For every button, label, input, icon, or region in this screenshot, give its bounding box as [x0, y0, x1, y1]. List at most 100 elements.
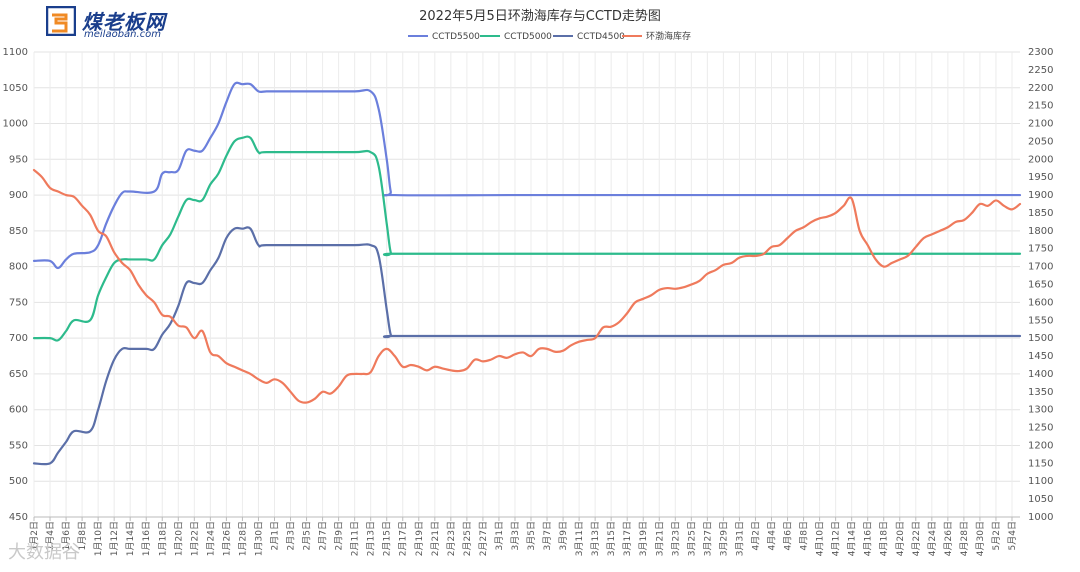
- x-tick-label: 4月16日: [863, 521, 874, 556]
- x-tick-label: 1月28日: [237, 521, 248, 556]
- x-tick-label: 1月24日: [205, 521, 216, 556]
- y-left-tick-label: 450: [9, 512, 28, 523]
- x-tick-label: 4月2日: [750, 521, 761, 550]
- x-tick-label: 1月16日: [141, 521, 152, 556]
- y-left-tick-label: 900: [9, 190, 28, 201]
- x-tick-label: 1月14日: [125, 521, 136, 556]
- x-tick-label: 3月17日: [622, 521, 633, 556]
- legend-label: CCTD5000: [504, 32, 552, 42]
- chart-grid: [33, 51, 1020, 518]
- y-right-tick-label: 2150: [1028, 101, 1053, 112]
- y-right-tick-label: 1250: [1028, 423, 1053, 434]
- x-tick-label: 2月19日: [414, 521, 425, 556]
- x-tick-label: 3月11日: [574, 521, 585, 556]
- x-tick-label: 4月30日: [975, 521, 986, 556]
- x-tick-label: 2月13日: [366, 521, 377, 556]
- x-tick-label: 2月25日: [462, 521, 473, 556]
- series-line-2: [32, 135, 1022, 342]
- chart-legend: CCTD5500 CCTD5000 CCTD4500 环渤海库存: [408, 30, 691, 42]
- x-tick-label: 3月15日: [606, 521, 617, 556]
- y-left-tick-label: 750: [9, 297, 28, 308]
- y-right-tick-label: 2000: [1028, 154, 1053, 165]
- y-left-tick-label: 950: [9, 154, 28, 165]
- y-left-tick-label: 800: [9, 262, 28, 273]
- legend-item-4: 环渤海库存: [622, 30, 691, 42]
- x-axis: 1月2日 1月4日 1月6日 1月8日 1月10日 1月12日 1月14日 1月16日 1月18…: [29, 517, 1018, 556]
- x-tick-label: 4月4日: [766, 521, 777, 550]
- y-right-tick-label: 1350: [1028, 387, 1053, 398]
- y-right-tick-label: 2050: [1028, 136, 1053, 147]
- x-tick-label: 3月21日: [654, 521, 665, 556]
- watermark: 大数据谷: [8, 542, 80, 563]
- x-tick-label: 1月20日: [173, 521, 184, 556]
- y-right-tick-label: 2250: [1028, 65, 1053, 76]
- x-tick-label: 2月27日: [478, 521, 489, 556]
- x-tick-label: 3月25日: [686, 521, 697, 556]
- legend-label: CCTD5500: [432, 32, 480, 42]
- y-left-tick-label: 500: [9, 476, 28, 487]
- logo-subtext: meilaoban.com: [84, 29, 162, 40]
- y-right-tick-label: 1100: [1028, 476, 1053, 487]
- x-tick-label: 1月22日: [189, 521, 200, 556]
- y-right-tick-label: 1400: [1028, 369, 1053, 380]
- y-right-tick-label: 1750: [1028, 244, 1053, 255]
- x-tick-label: 1月10日: [93, 521, 104, 556]
- x-tick-label: 2月11日: [350, 521, 361, 556]
- chart-title: 2022年5月5日环渤海库存与CCTD走势图: [419, 8, 661, 24]
- y-left-tick-label: 850: [9, 226, 28, 237]
- y-left-tick-label: 1000: [3, 119, 28, 130]
- x-tick-label: 4月8日: [799, 521, 810, 550]
- y-right-tick-label: 1550: [1028, 315, 1053, 326]
- y-left-tick-label: 1100: [3, 47, 28, 58]
- y-right-tick-label: 1700: [1028, 262, 1053, 273]
- x-tick-label: 5月2日: [991, 521, 1002, 550]
- brand-logo: 煤老板网 meilaoban.com: [46, 6, 216, 42]
- legend-item-2: CCTD5000: [480, 32, 552, 42]
- x-tick-label: 4月10日: [815, 521, 826, 556]
- y-right-tick-label: 1950: [1028, 172, 1053, 183]
- legend-label: 环渤海库存: [646, 30, 691, 42]
- x-tick-label: 3月19日: [638, 521, 649, 556]
- x-tick-label: 3月7日: [542, 521, 553, 550]
- y-right-tick-label: 1000: [1028, 512, 1053, 523]
- legend-item-1: CCTD5500: [408, 32, 480, 42]
- x-tick-label: 3月29日: [718, 521, 729, 556]
- x-tick-label: 2月9日: [334, 521, 345, 550]
- y-right-tick-label: 1900: [1028, 190, 1053, 201]
- x-tick-label: 1月6日: [61, 521, 72, 550]
- x-tick-label: 2月21日: [430, 521, 441, 556]
- series-line-4: [32, 168, 1022, 404]
- y-right-tick-label: 1050: [1028, 494, 1053, 505]
- y-right-tick-label: 1300: [1028, 405, 1053, 416]
- logo-mark-icon: [46, 6, 76, 36]
- y-left-tick-label: 700: [9, 333, 28, 344]
- x-tick-label: 1月30日: [253, 521, 264, 556]
- x-tick-label: 4月22日: [911, 521, 922, 556]
- series-line-1: [32, 81, 1022, 270]
- x-tick-label: 5月4日: [1007, 521, 1018, 550]
- x-tick-label: 4月6日: [783, 521, 794, 550]
- x-tick-label: 1月4日: [45, 521, 56, 550]
- x-tick-label: 1月12日: [109, 521, 120, 556]
- y-right-tick-label: 1450: [1028, 351, 1053, 362]
- logo-text: 煤老板网: [82, 10, 166, 34]
- y-left-tick-label: 550: [9, 440, 28, 451]
- x-tick-label: 3月27日: [702, 521, 713, 556]
- x-tick-label: 2月17日: [398, 521, 409, 556]
- x-tick-label: 4月24日: [927, 521, 938, 556]
- x-tick-label: 3月9日: [558, 521, 569, 550]
- y-right-tick-label: 1150: [1028, 458, 1053, 469]
- x-tick-label: 2月1日: [269, 521, 280, 550]
- x-tick-label: 4月28日: [959, 521, 970, 556]
- y-right-tick-label: 1800: [1028, 226, 1053, 237]
- x-tick-label: 4月26日: [943, 521, 954, 556]
- x-tick-label: 1月26日: [221, 521, 232, 556]
- x-tick-label: 1月18日: [157, 521, 168, 556]
- x-tick-label: 2月15日: [382, 521, 393, 556]
- y-right-tick-label: 1200: [1028, 440, 1053, 451]
- x-tick-label: 1月2日: [29, 521, 40, 550]
- x-tick-label: 3月3日: [510, 521, 521, 550]
- y-left-tick-label: 650: [9, 369, 28, 380]
- y-right-tick-label: 1650: [1028, 280, 1053, 291]
